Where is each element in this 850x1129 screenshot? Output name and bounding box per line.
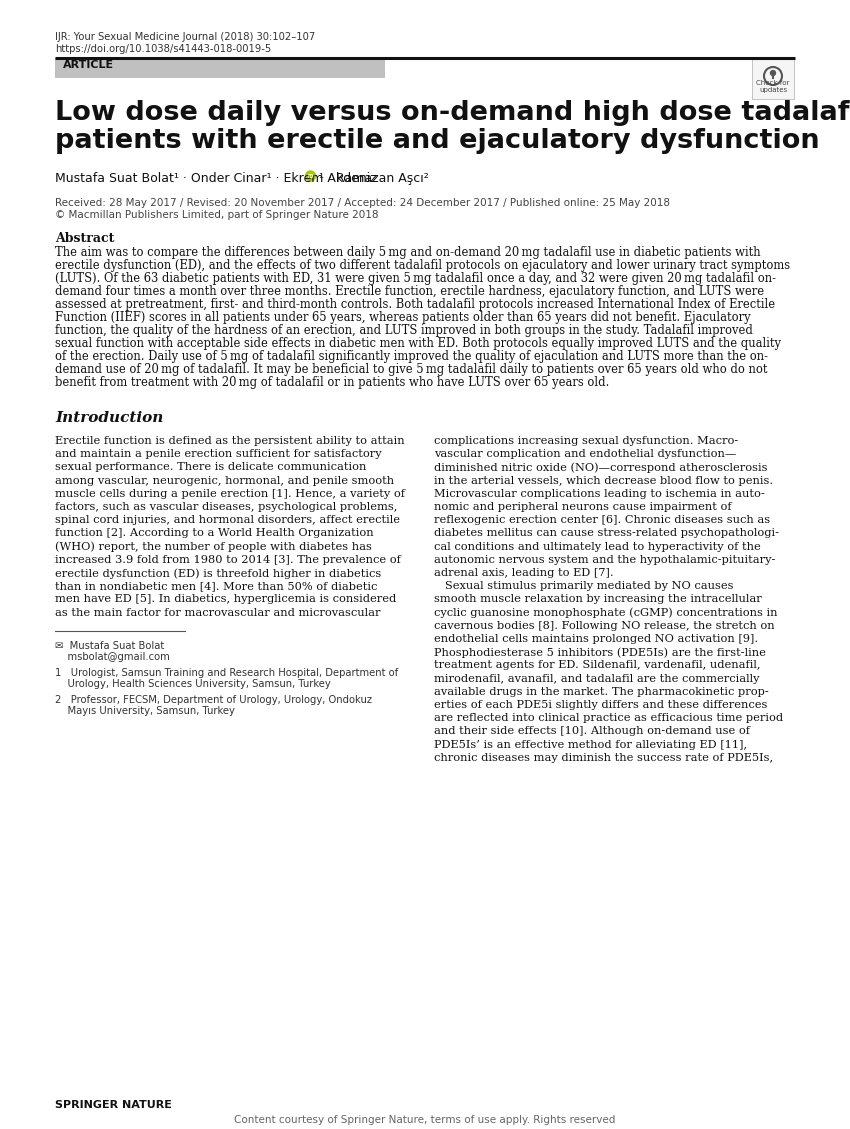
Text: diminished nitric oxide (NO)—correspond atherosclerosis: diminished nitric oxide (NO)—correspond … — [434, 463, 768, 473]
Text: and maintain a penile erection sufficient for satisfactory: and maintain a penile erection sufficien… — [55, 449, 382, 460]
Text: Check for
updates: Check for updates — [756, 80, 790, 93]
Text: erectile dysfunction (ED), and the effects of two different tadalafil protocols : erectile dysfunction (ED), and the effec… — [55, 259, 790, 272]
Text: © Macmillan Publishers Limited, part of Springer Nature 2018: © Macmillan Publishers Limited, part of … — [55, 210, 378, 220]
Text: assessed at pretreatment, first- and third-month controls. Both tadalafil protoc: assessed at pretreatment, first- and thi… — [55, 298, 775, 310]
Text: erties of each PDE5i slightly differs and these differences: erties of each PDE5i slightly differs an… — [434, 700, 768, 710]
Text: demand four times a month over three months. Erectile function, erectile hardnes: demand four times a month over three mon… — [55, 285, 764, 298]
Text: patients with erectile and ejaculatory dysfunction: patients with erectile and ejaculatory d… — [55, 128, 819, 154]
Text: than in nondiabetic men [4]. More than 50% of diabetic: than in nondiabetic men [4]. More than 5… — [55, 581, 377, 592]
Text: IJR: Your Sexual Medicine Journal (2018) 30:102–107: IJR: Your Sexual Medicine Journal (2018)… — [55, 32, 315, 42]
Text: Erectile function is defined as the persistent ability to attain: Erectile function is defined as the pers… — [55, 436, 405, 446]
Text: complications increasing sexual dysfunction. Macro-: complications increasing sexual dysfunct… — [434, 436, 739, 446]
Text: mirodenafil, avanafil, and tadalafil are the commercially: mirodenafil, avanafil, and tadalafil are… — [434, 674, 760, 683]
Text: muscle cells during a penile erection [1]. Hence, a variety of: muscle cells during a penile erection [1… — [55, 489, 405, 499]
Text: are reflected into clinical practice as efficacious time period: are reflected into clinical practice as … — [434, 714, 783, 724]
Text: among vascular, neurogenic, hormonal, and penile smooth: among vascular, neurogenic, hormonal, an… — [55, 475, 394, 485]
Text: nomic and peripheral neurons cause impairment of: nomic and peripheral neurons cause impai… — [434, 502, 732, 511]
Text: function [2]. According to a World Health Organization: function [2]. According to a World Healt… — [55, 528, 374, 539]
Text: https://doi.org/10.1038/s41443-018-0019-5: https://doi.org/10.1038/s41443-018-0019-… — [55, 44, 271, 54]
Text: The aim was to compare the differences between daily 5 mg and on-demand 20 mg ta: The aim was to compare the differences b… — [55, 246, 761, 259]
Text: chronic diseases may diminish the success rate of PDE5Is,: chronic diseases may diminish the succes… — [434, 753, 774, 763]
Text: of the erection. Daily use of 5 mg of tadalafil significantly improved the quali: of the erection. Daily use of 5 mg of ta… — [55, 350, 768, 364]
Text: Abstract: Abstract — [55, 231, 115, 245]
Text: ARTICLE: ARTICLE — [63, 60, 114, 70]
Text: smooth muscle relaxation by increasing the intracellular: smooth muscle relaxation by increasing t… — [434, 594, 762, 604]
Text: autonomic nervous system and the hypothalamic-pituitary-: autonomic nervous system and the hypotha… — [434, 554, 775, 564]
Text: benefit from treatment with 20 mg of tadalafil or in patients who have LUTS over: benefit from treatment with 20 mg of tad… — [55, 376, 609, 390]
Text: increased 3.9 fold from 1980 to 2014 [3]. The prevalence of: increased 3.9 fold from 1980 to 2014 [3]… — [55, 554, 401, 564]
Text: msbolat@gmail.com: msbolat@gmail.com — [55, 653, 170, 663]
Text: spinal cord injuries, and hormonal disorders, affect erectile: spinal cord injuries, and hormonal disor… — [55, 515, 400, 525]
FancyBboxPatch shape — [752, 56, 794, 99]
Text: as the main factor for macrovascular and microvascular: as the main factor for macrovascular and… — [55, 607, 381, 618]
Text: endothelial cells maintains prolonged NO activation [9].: endothelial cells maintains prolonged NO… — [434, 634, 758, 644]
Text: demand use of 20 mg of tadalafil. It may be beneficial to give 5 mg tadalafil da: demand use of 20 mg of tadalafil. It may… — [55, 364, 768, 376]
Text: Urology, Health Sciences University, Samsun, Turkey: Urology, Health Sciences University, Sam… — [55, 680, 331, 690]
Text: ✉  Mustafa Suat Bolat: ✉ Mustafa Suat Bolat — [55, 641, 164, 650]
Text: available drugs in the market. The pharmacokinetic prop-: available drugs in the market. The pharm… — [434, 686, 768, 697]
Text: sexual function with acceptable side effects in diabetic men with ED. Both proto: sexual function with acceptable side eff… — [55, 336, 781, 350]
Text: cavernous bodies [8]. Following NO release, the stretch on: cavernous bodies [8]. Following NO relea… — [434, 621, 774, 631]
Text: Function (IIEF) scores in all patients under 65 years, whereas patients older th: Function (IIEF) scores in all patients u… — [55, 310, 751, 324]
Text: function, the quality of the hardness of an erection, and LUTS improved in both : function, the quality of the hardness of… — [55, 324, 753, 336]
Text: Microvascular complications leading to ischemia in auto-: Microvascular complications leading to i… — [434, 489, 765, 499]
Text: PDE5Is’ is an effective method for alleviating ED [11],: PDE5Is’ is an effective method for allev… — [434, 739, 747, 750]
Text: 2   Professor, FECSM, Department of Urology, Urology, Ondokuz: 2 Professor, FECSM, Department of Urolog… — [55, 694, 372, 704]
Text: cal conditions and ultimately lead to hyperactivity of the: cal conditions and ultimately lead to hy… — [434, 542, 761, 552]
Text: vascular complication and endothelial dysfunction—: vascular complication and endothelial dy… — [434, 449, 736, 460]
Text: men have ED [5]. In diabetics, hyperglicemia is considered: men have ED [5]. In diabetics, hyperglic… — [55, 594, 396, 604]
Text: diabetes mellitus can cause stress-related psychopathologi-: diabetes mellitus can cause stress-relat… — [434, 528, 779, 539]
Circle shape — [305, 170, 315, 181]
Text: sexual performance. There is delicate communication: sexual performance. There is delicate co… — [55, 463, 366, 472]
Text: Phosphodiesterase 5 inhibitors (PDE5Is) are the first-line: Phosphodiesterase 5 inhibitors (PDE5Is) … — [434, 647, 766, 658]
Text: Introduction: Introduction — [55, 411, 163, 425]
Text: cyclic guanosine monophosphate (cGMP) concentrations in: cyclic guanosine monophosphate (cGMP) co… — [434, 607, 778, 619]
FancyBboxPatch shape — [55, 58, 385, 78]
Text: and their side effects [10]. Although on-demand use of: and their side effects [10]. Although on… — [434, 726, 750, 736]
Text: reflexogenic erection center [6]. Chronic diseases such as: reflexogenic erection center [6]. Chroni… — [434, 515, 770, 525]
Text: ¹ · Ramazan Aşcı²: ¹ · Ramazan Aşcı² — [320, 172, 429, 185]
Text: adrenal axis, leading to ED [7].: adrenal axis, leading to ED [7]. — [434, 568, 614, 578]
Text: factors, such as vascular diseases, psychological problems,: factors, such as vascular diseases, psyc… — [55, 502, 397, 511]
Text: Content courtesy of Springer Nature, terms of use apply. Rights reserved: Content courtesy of Springer Nature, ter… — [235, 1115, 615, 1124]
Text: Mayıs University, Samsun, Turkey: Mayıs University, Samsun, Turkey — [55, 707, 235, 716]
Text: Sexual stimulus primarily mediated by NO causes: Sexual stimulus primarily mediated by NO… — [434, 581, 734, 592]
Text: SPRINGER NATURE: SPRINGER NATURE — [55, 1100, 172, 1110]
Text: Low dose daily versus on-demand high dose tadalafil in diabetic: Low dose daily versus on-demand high dos… — [55, 100, 850, 126]
Text: treatment agents for ED. Sildenafil, vardenafil, udenafil,: treatment agents for ED. Sildenafil, var… — [434, 660, 761, 671]
Text: in the arterial vessels, which decrease blood flow to penis.: in the arterial vessels, which decrease … — [434, 475, 774, 485]
Text: Mustafa Suat Bolat¹ · Onder Cinar¹ · Ekrem Akdeniz: Mustafa Suat Bolat¹ · Onder Cinar¹ · Ekr… — [55, 172, 377, 185]
Text: (WHO) report, the number of people with diabetes has: (WHO) report, the number of people with … — [55, 542, 371, 552]
Text: (LUTS). Of the 63 diabetic patients with ED, 31 were given 5 mg tadalafil once a: (LUTS). Of the 63 diabetic patients with… — [55, 272, 776, 285]
Text: 1   Urologist, Samsun Training and Research Hospital, Department of: 1 Urologist, Samsun Training and Researc… — [55, 667, 399, 677]
Text: iD: iD — [307, 174, 314, 178]
Text: Received: 28 May 2017 / Revised: 20 November 2017 / Accepted: 24 December 2017 /: Received: 28 May 2017 / Revised: 20 Nove… — [55, 198, 670, 208]
Circle shape — [770, 70, 775, 76]
Text: erectile dysfunction (ED) is threefold higher in diabetics: erectile dysfunction (ED) is threefold h… — [55, 568, 382, 578]
